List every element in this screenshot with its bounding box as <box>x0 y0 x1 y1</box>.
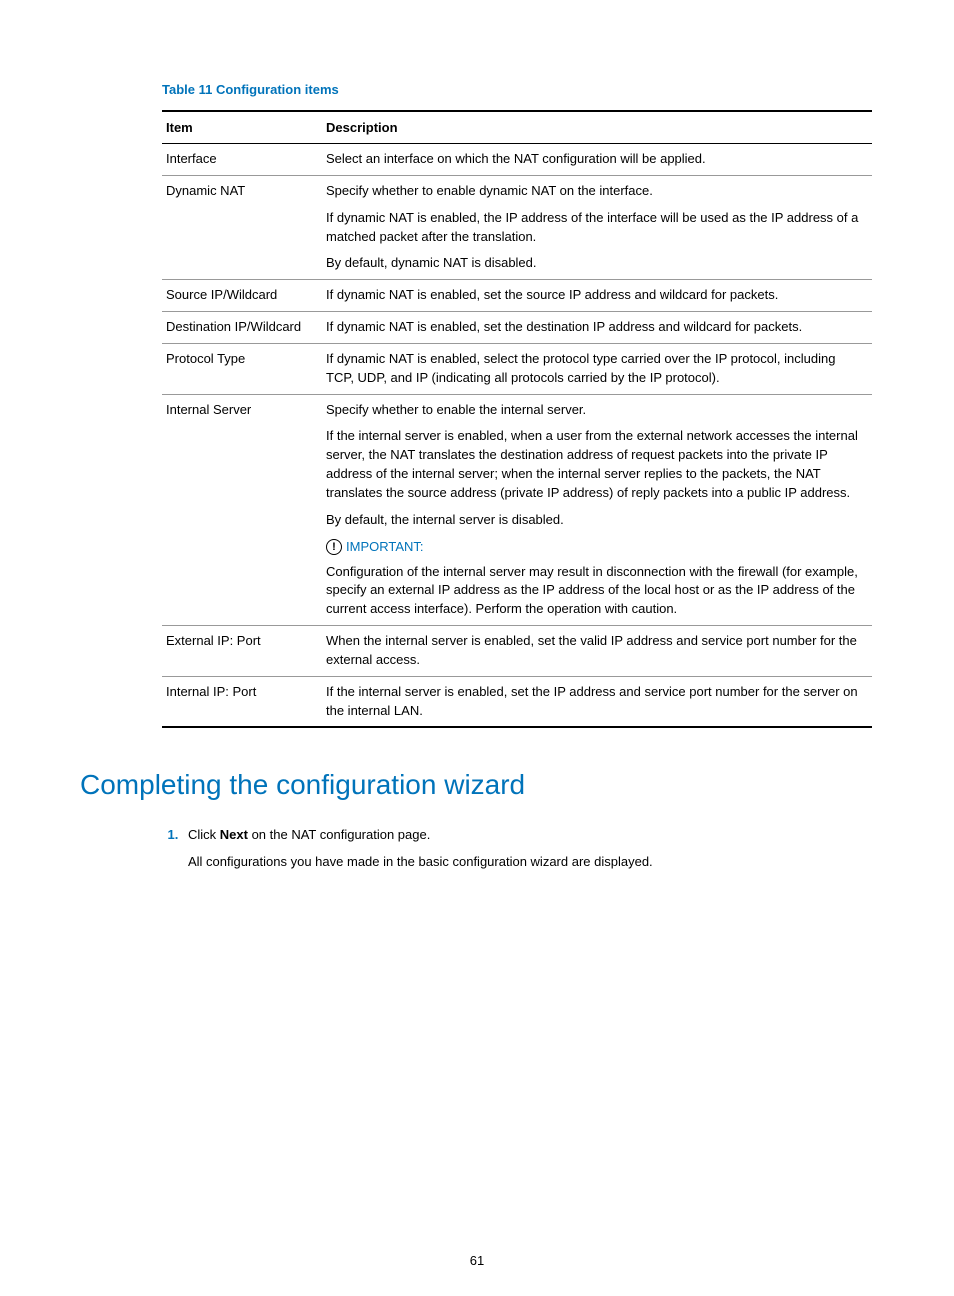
cell-desc: Specify whether to enable the internal s… <box>322 394 872 625</box>
step-subtext: All configurations you have made in the … <box>188 851 874 873</box>
desc-text: Configuration of the internal server may… <box>326 563 864 620</box>
desc-text: When the internal server is enabled, set… <box>326 632 864 670</box>
desc-text: By default, the internal server is disab… <box>326 511 864 530</box>
desc-text: If dynamic NAT is enabled, select the pr… <box>326 350 864 388</box>
table-caption: Table 11 Configuration items <box>162 80 874 100</box>
page-number: 61 <box>80 1251 874 1271</box>
cell-item: Source IP/Wildcard <box>162 280 322 312</box>
cell-item: Internal Server <box>162 394 322 625</box>
desc-text: If the internal server is enabled, set t… <box>326 683 864 721</box>
section-heading: Completing the configuration wizard <box>80 764 874 806</box>
important-icon: ! <box>326 539 342 555</box>
desc-text: If the internal server is enabled, when … <box>326 427 864 502</box>
cell-item: External IP: Port <box>162 626 322 677</box>
desc-text: If dynamic NAT is enabled, the IP addres… <box>326 209 864 247</box>
table-row: Internal IP: Port If the internal server… <box>162 676 872 727</box>
cell-item: Destination IP/Wildcard <box>162 312 322 344</box>
table-row: Source IP/Wildcard If dynamic NAT is ena… <box>162 280 872 312</box>
steps-list: Click Next on the NAT configuration page… <box>162 824 874 872</box>
table-row: Protocol Type If dynamic NAT is enabled,… <box>162 343 872 394</box>
step-text-bold: Next <box>220 827 248 842</box>
desc-text: If dynamic NAT is enabled, set the sourc… <box>326 286 864 305</box>
table-row: Interface Select an interface on which t… <box>162 144 872 176</box>
important-label: IMPORTANT: <box>346 538 424 557</box>
cell-desc: If dynamic NAT is enabled, set the sourc… <box>322 280 872 312</box>
cell-item: Dynamic NAT <box>162 175 322 279</box>
cell-item: Internal IP: Port <box>162 676 322 727</box>
table-row: Destination IP/Wildcard If dynamic NAT i… <box>162 312 872 344</box>
step-1: Click Next on the NAT configuration page… <box>182 824 874 872</box>
desc-text: Specify whether to enable the internal s… <box>326 401 864 420</box>
cell-desc: If the internal server is enabled, set t… <box>322 676 872 727</box>
important-callout: ! IMPORTANT: <box>326 538 864 557</box>
desc-text: Select an interface on which the NAT con… <box>326 150 864 169</box>
desc-text: By default, dynamic NAT is disabled. <box>326 254 864 273</box>
step-text-suffix: on the NAT configuration page. <box>248 827 430 842</box>
cell-desc: If dynamic NAT is enabled, select the pr… <box>322 343 872 394</box>
cell-item: Interface <box>162 144 322 176</box>
cell-desc: If dynamic NAT is enabled, set the desti… <box>322 312 872 344</box>
desc-text: If dynamic NAT is enabled, set the desti… <box>326 318 864 337</box>
config-table: Item Description Interface Select an int… <box>162 110 872 729</box>
cell-desc: When the internal server is enabled, set… <box>322 626 872 677</box>
desc-text: Specify whether to enable dynamic NAT on… <box>326 182 864 201</box>
cell-desc: Select an interface on which the NAT con… <box>322 144 872 176</box>
cell-desc: Specify whether to enable dynamic NAT on… <box>322 175 872 279</box>
th-description: Description <box>322 111 872 144</box>
table-row: Dynamic NAT Specify whether to enable dy… <box>162 175 872 279</box>
cell-item: Protocol Type <box>162 343 322 394</box>
table-row: Internal Server Specify whether to enabl… <box>162 394 872 625</box>
table-row: External IP: Port When the internal serv… <box>162 626 872 677</box>
th-item: Item <box>162 111 322 144</box>
step-text-prefix: Click <box>188 827 220 842</box>
